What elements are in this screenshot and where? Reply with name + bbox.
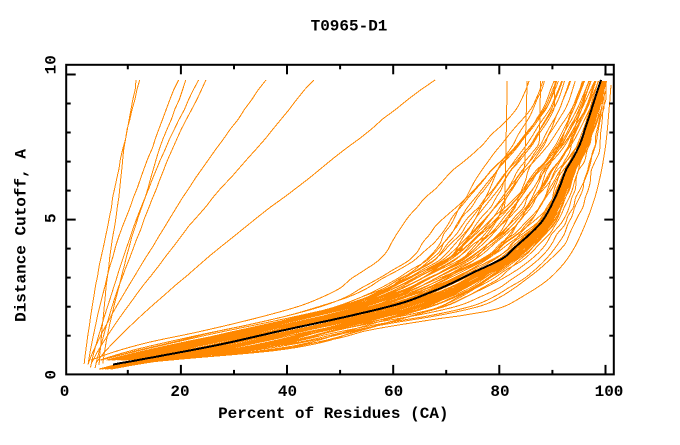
svg-text:5: 5 [42, 213, 60, 223]
svg-text:T0965-D1: T0965-D1 [311, 17, 388, 35]
svg-text:10: 10 [42, 55, 60, 74]
svg-text:100: 100 [595, 383, 624, 401]
svg-text:Percent of Residues (CA): Percent of Residues (CA) [218, 405, 448, 423]
svg-text:60: 60 [384, 383, 403, 401]
svg-text:0: 0 [60, 383, 70, 401]
svg-text:40: 40 [278, 383, 297, 401]
svg-text:Distance Cutoff, A: Distance Cutoff, A [12, 149, 30, 322]
svg-text:20: 20 [170, 383, 189, 401]
svg-text:80: 80 [490, 383, 509, 401]
svg-text:0: 0 [42, 370, 60, 380]
